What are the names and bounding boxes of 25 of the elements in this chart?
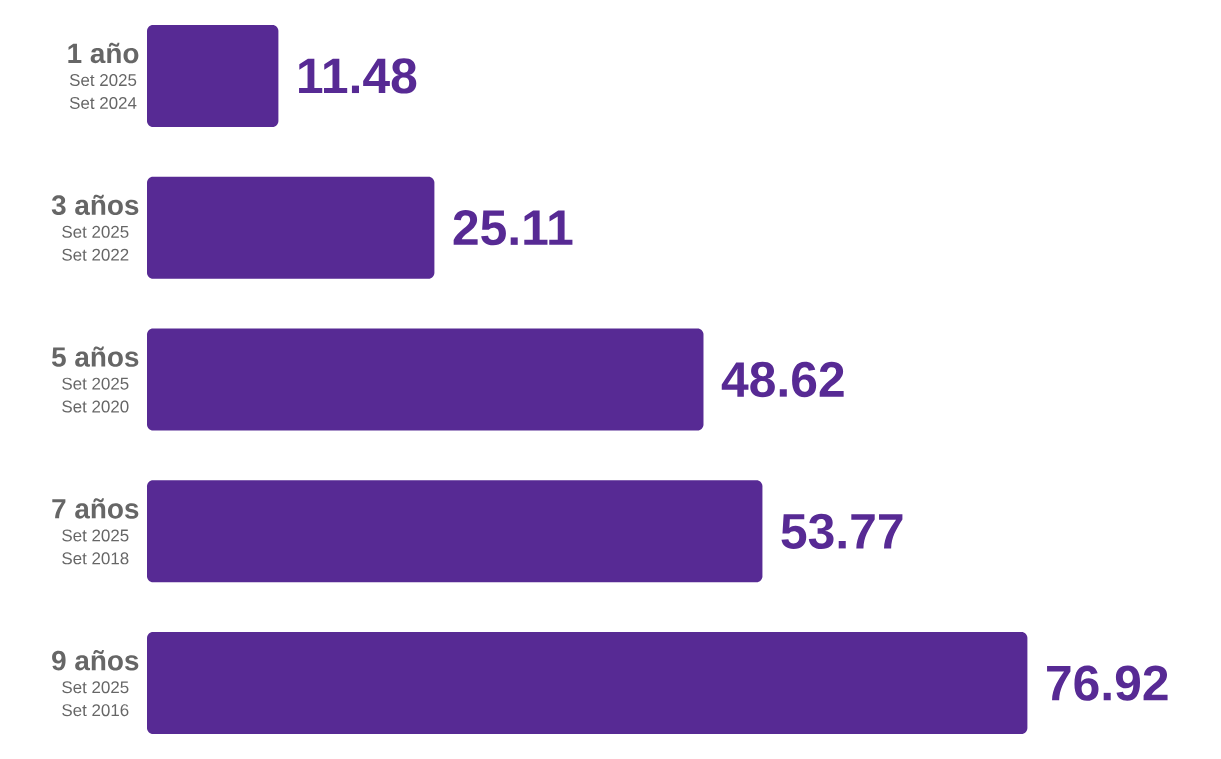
data-label: 48.62: [721, 361, 844, 398]
y-tick-label: 5 años: [51, 346, 139, 367]
y-tick-label: 9 años: [52, 650, 139, 671]
data-label: 76.92: [1047, 665, 1168, 701]
text: Set 2025: [62, 377, 129, 390]
bar: [147, 480, 763, 583]
text: Set 2022: [62, 248, 129, 261]
data-label: 11.48: [299, 58, 417, 94]
text: Set 2025: [62, 225, 129, 238]
text: Set 2025: [69, 74, 137, 87]
bar: [147, 632, 1028, 735]
bar: [147, 176, 435, 279]
bar: [147, 328, 704, 431]
data-label: 53.77: [781, 513, 903, 549]
y-tick-label: 1 año: [68, 42, 139, 64]
text: Set 2016: [62, 704, 129, 717]
text: Set 2020: [62, 400, 129, 413]
bar: [147, 24, 279, 127]
y-tick-label: 7 años: [52, 498, 139, 519]
text: Set 2018: [62, 552, 129, 565]
text: Set 2024: [69, 96, 137, 109]
text: Set 2025: [62, 529, 129, 542]
text: Set 2025: [62, 681, 129, 694]
y-tick-label: 3 años: [51, 194, 139, 216]
data-label: 25.11: [453, 210, 573, 246]
